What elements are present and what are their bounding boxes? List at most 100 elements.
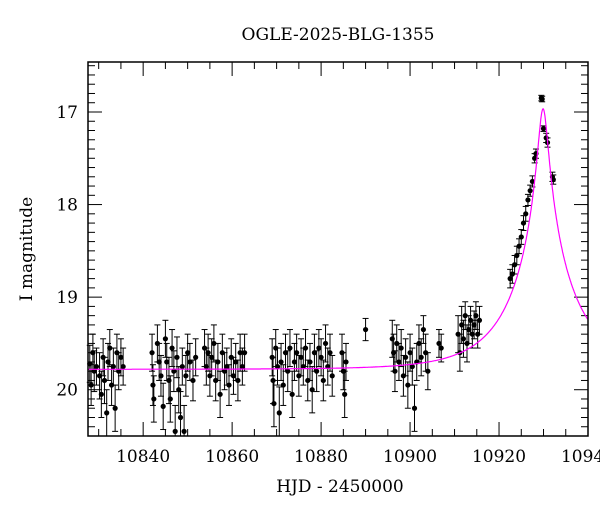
point-marker	[221, 368, 228, 374]
y-tick-label: 17	[56, 103, 78, 123]
point-marker	[215, 359, 221, 365]
point-marker	[405, 382, 411, 388]
data-point	[276, 386, 283, 437]
point-marker	[425, 368, 431, 374]
data-point	[513, 245, 520, 266]
point-marker	[209, 354, 215, 360]
data-point	[169, 329, 176, 368]
data-point	[210, 324, 217, 363]
plot-frame	[87, 61, 589, 437]
data-point	[341, 370, 348, 418]
point-marker	[420, 326, 427, 333]
data-point	[179, 347, 186, 386]
data-point	[167, 375, 174, 423]
x-tick-label: 10920	[472, 447, 526, 467]
point-marker	[518, 234, 524, 240]
data-point	[284, 350, 291, 393]
point-marker	[507, 276, 513, 282]
point-marker	[150, 382, 156, 388]
point-marker	[473, 313, 479, 319]
data-point	[217, 370, 224, 418]
data-point	[162, 319, 169, 358]
point-marker	[120, 363, 126, 370]
point-marker	[322, 340, 329, 347]
data-point	[101, 356, 108, 405]
point-marker	[302, 345, 309, 351]
point-marker	[241, 350, 248, 356]
data-point	[98, 370, 105, 418]
data-point	[522, 205, 529, 222]
point-marker	[276, 410, 282, 416]
point-marker	[309, 387, 315, 393]
point-marker	[342, 391, 348, 397]
y-axis-label: I magnitude	[17, 197, 37, 301]
point-marker	[280, 382, 286, 388]
data-point	[274, 347, 281, 386]
point-marker	[224, 363, 230, 370]
point-marker	[539, 96, 545, 102]
point-marker	[462, 313, 468, 319]
data-point	[186, 342, 193, 381]
data-point	[172, 404, 179, 437]
point-marker	[294, 350, 300, 356]
x-tick-label: 10880	[294, 447, 348, 467]
point-marker	[112, 405, 118, 411]
data-point	[181, 404, 188, 437]
point-marker	[104, 410, 110, 416]
data-point	[278, 342, 285, 381]
point-marker	[409, 363, 415, 370]
data-point	[420, 315, 427, 344]
point-marker	[514, 252, 520, 259]
point-marker	[525, 197, 531, 203]
point-marker	[318, 354, 324, 360]
point-marker	[307, 359, 313, 365]
data-point	[270, 379, 277, 428]
point-marker	[88, 382, 94, 388]
point-marker	[327, 350, 333, 356]
x-tick-label: 10900	[383, 447, 437, 467]
x-tick-label: 10940	[561, 447, 600, 467]
point-marker	[185, 350, 191, 356]
point-marker	[329, 373, 335, 379]
point-marker	[179, 363, 185, 370]
point-marker	[98, 391, 104, 397]
point-marker	[151, 396, 157, 402]
point-marker	[529, 178, 535, 185]
point-marker	[362, 326, 369, 333]
y-tick-label: 20	[56, 381, 78, 401]
data-point	[93, 347, 100, 386]
data-point	[221, 352, 228, 391]
point-marker	[278, 359, 284, 365]
point-marker	[516, 243, 522, 249]
data-point	[476, 305, 483, 335]
point-marker	[396, 359, 402, 365]
point-marker	[316, 345, 322, 351]
point-marker	[205, 350, 211, 356]
data-point	[189, 359, 196, 402]
data-point	[289, 370, 296, 418]
point-marker	[271, 400, 277, 407]
point-marker	[190, 377, 196, 384]
data-point	[306, 342, 313, 381]
data-point	[315, 329, 322, 368]
point-marker	[226, 382, 232, 388]
point-marker	[164, 359, 170, 365]
point-marker	[291, 359, 298, 365]
point-marker	[169, 345, 175, 351]
y-tick-label: 19	[56, 288, 78, 308]
point-marker	[187, 359, 193, 365]
point-marker	[110, 363, 116, 370]
data-point	[214, 342, 221, 381]
data-point	[160, 382, 167, 431]
point-marker	[177, 414, 184, 421]
data-point	[329, 354, 336, 397]
point-marker	[101, 377, 108, 384]
point-marker	[93, 363, 100, 370]
data-point	[157, 354, 164, 397]
data-point	[418, 338, 425, 377]
x-tick-label: 10860	[205, 447, 259, 467]
point-marker	[527, 188, 533, 194]
data-point	[438, 333, 445, 363]
